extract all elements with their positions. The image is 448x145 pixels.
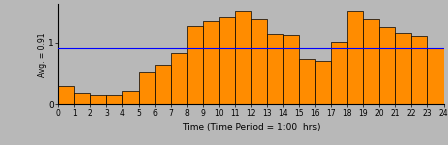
Bar xyxy=(251,19,267,104)
Bar xyxy=(58,86,74,104)
Bar xyxy=(299,59,315,104)
Bar xyxy=(171,52,187,104)
Bar xyxy=(427,48,444,104)
Bar xyxy=(347,11,363,104)
Bar xyxy=(363,19,379,104)
Y-axis label: Avg. = 0.91: Avg. = 0.91 xyxy=(38,32,47,77)
Bar xyxy=(235,11,251,104)
Bar xyxy=(219,17,235,104)
Bar xyxy=(122,91,138,104)
Bar xyxy=(444,75,448,104)
Bar xyxy=(202,21,219,104)
Bar xyxy=(283,35,299,104)
Bar xyxy=(155,66,171,104)
Bar xyxy=(411,36,427,104)
X-axis label: Time (Time Period = 1:00  hrs): Time (Time Period = 1:00 hrs) xyxy=(181,123,320,132)
Bar xyxy=(138,72,155,104)
Bar xyxy=(107,95,122,104)
Bar xyxy=(187,26,202,104)
Bar xyxy=(267,34,283,104)
Bar xyxy=(331,42,347,104)
Bar xyxy=(379,27,396,104)
Bar xyxy=(395,33,411,104)
Bar xyxy=(90,95,107,104)
Bar xyxy=(315,61,331,104)
Bar xyxy=(74,93,90,104)
